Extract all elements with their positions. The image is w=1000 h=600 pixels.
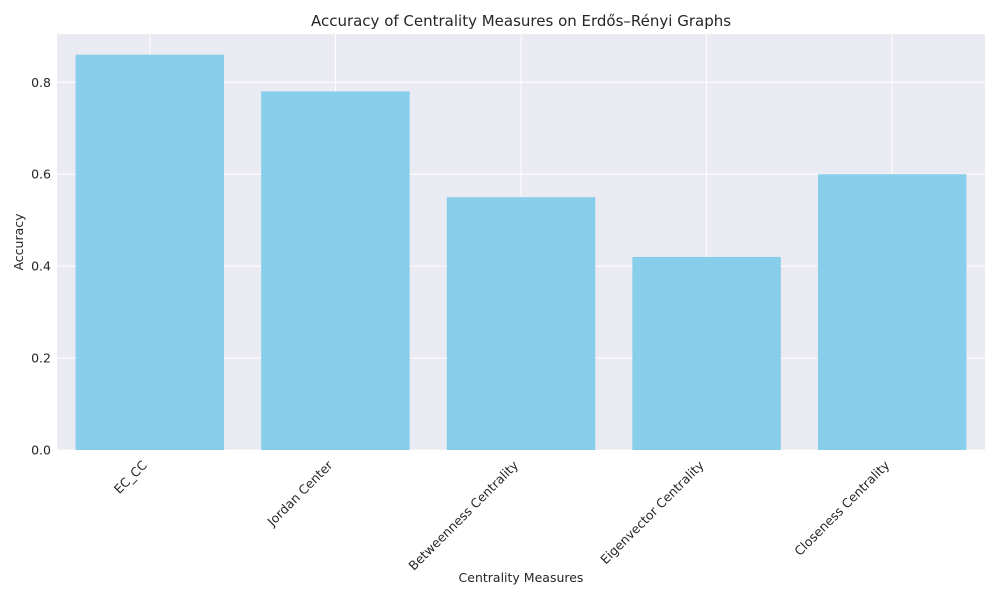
- x-tick-label: Betweenness Centrality: [405, 457, 521, 573]
- x-axis-label: Centrality Measures: [459, 570, 584, 585]
- y-tick-label: 0.2: [31, 351, 51, 366]
- x-tick-label: EC_CC: [111, 457, 150, 496]
- bar-ec-cc: [75, 54, 225, 450]
- bar-eigenvector-centrality: [632, 256, 781, 450]
- bar-closeness-centrality: [817, 174, 967, 450]
- chart-title: Accuracy of Centrality Measures on Erdős…: [311, 12, 731, 30]
- bar-betweenness-centrality: [446, 197, 596, 450]
- y-tick-label: 0.8: [31, 75, 51, 90]
- bars: [75, 54, 967, 451]
- x-tick-label: Eigenvector Centrality: [597, 457, 707, 567]
- y-axis-ticks: 0.0 0.2 0.4 0.6 0.8: [31, 75, 51, 458]
- bar-jordan-center: [261, 91, 410, 451]
- x-tick-label: Closeness Centrality: [791, 457, 893, 559]
- y-tick-label: 0.6: [31, 167, 51, 182]
- y-axis-label: Accuracy: [11, 213, 26, 271]
- y-tick-label: 0.0: [31, 443, 51, 458]
- x-tick-label: Jordan Center: [264, 457, 337, 530]
- y-tick-label: 0.4: [31, 259, 51, 274]
- x-axis-ticks: EC_CC Jordan Center Betweenness Centrality…: [111, 457, 893, 573]
